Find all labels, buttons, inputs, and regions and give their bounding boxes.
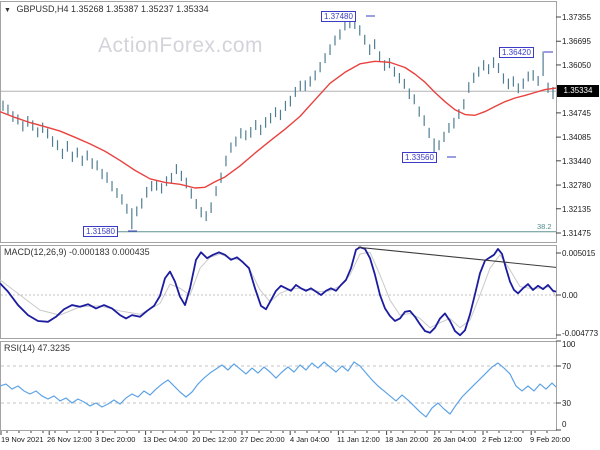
- symbol-dropdown-icon[interactable]: ▼: [4, 7, 11, 14]
- date-axis-label: 11 Jan 12:00: [337, 435, 380, 444]
- price-axis-label: 1.32780: [562, 181, 591, 190]
- watermark: ActionForex.com: [98, 34, 264, 57]
- fib-level-label: 38.2: [537, 222, 552, 231]
- rsi-title: RSI(14) 47.3235: [4, 343, 70, 353]
- date-axis-label: 4 Jan 04:00: [290, 435, 330, 444]
- date-axis-label: 9 Feb 20:00: [530, 435, 571, 444]
- date-axis-label: 20 Dec 12:00: [192, 435, 237, 444]
- macd-title: MACD(12,26,9) -0.000183 0.000435: [4, 247, 150, 257]
- date-axis-label: 3 Dec 20:00: [95, 435, 136, 444]
- macd-values: -0.000183 0.000435: [69, 247, 150, 257]
- macd-axis-label: 0.00: [562, 291, 578, 300]
- macd-name: MACD(12,26,9): [4, 247, 67, 257]
- price-axis-label: 1.33440: [562, 157, 591, 166]
- date-axis-label: 26 Nov 12:00: [47, 435, 92, 444]
- price-annotation: 1.37480: [321, 11, 356, 22]
- date-axis-label: 18 Jan 20:00: [385, 435, 429, 444]
- macd-panel: [0, 245, 557, 339]
- price-axis-label: 1.36050: [562, 61, 591, 70]
- date-axis-label: 2 Feb 12:00: [482, 435, 523, 444]
- date-axis-label: 26 Jan 04:00: [433, 435, 477, 444]
- price-axis-label: 1.37355: [562, 13, 591, 22]
- price-annotation: 1.33560: [402, 152, 437, 163]
- price-axis-label: 1.31475: [562, 229, 591, 238]
- price-axis-label: 1.32135: [562, 205, 591, 214]
- rsi-axis-label: 30: [562, 399, 571, 408]
- price-axis-label: 1.36695: [562, 37, 591, 46]
- date-axis-label: 13 Dec 04:00: [143, 435, 188, 444]
- rsi-axis-label: 100: [562, 340, 576, 349]
- price-axis-label: 1.34745: [562, 109, 591, 118]
- price-panel: [0, 1, 557, 243]
- macd-axis-label: 0.005015: [562, 249, 596, 258]
- macd-axis-label: -0.004773: [562, 329, 599, 338]
- rsi-axis-label: 70: [562, 362, 571, 371]
- date-axis-label: 27 Dec 20:00: [240, 435, 285, 444]
- price-axis-label: 1.34085: [562, 133, 591, 142]
- date-axis-label: 19 Nov 2021: [1, 435, 44, 444]
- symbol-title: GBPUSD,H4: [16, 4, 69, 14]
- ohlc-values: 1.35268 1.35387 1.35237 1.35334: [70, 4, 209, 14]
- rsi-value: 47.3235: [37, 343, 71, 353]
- rsi-panel: [0, 341, 557, 431]
- price-annotation: 1.36420: [499, 47, 534, 58]
- chart-title: ▼ GBPUSD,H4 1.35268 1.35387 1.35237 1.35…: [4, 4, 209, 14]
- current-price-badge: 1.35334: [557, 85, 599, 97]
- rsi-axis-label: 0: [562, 420, 567, 429]
- rsi-name: RSI(14): [4, 343, 36, 353]
- price-annotation: 1.31580: [83, 226, 118, 237]
